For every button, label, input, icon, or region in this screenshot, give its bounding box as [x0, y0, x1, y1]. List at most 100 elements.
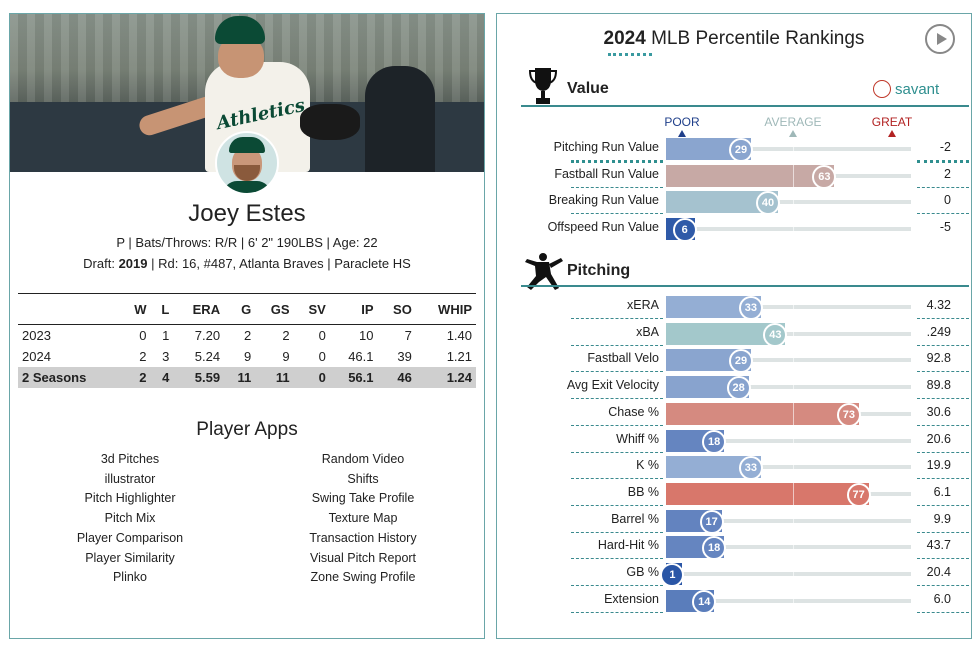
app-link[interactable]: illustrator: [104, 471, 156, 486]
metric-value: -5: [939, 220, 951, 235]
average-line: [793, 563, 794, 585]
percentile-track: [666, 572, 911, 576]
metric-label: K %: [636, 458, 659, 473]
app-link[interactable]: Player Comparison: [76, 530, 184, 545]
metric-row[interactable]: 40 Breaking Run Value 0: [497, 190, 971, 216]
stat-cell: 0: [318, 328, 326, 343]
app-link[interactable]: Plinko: [112, 570, 148, 585]
row-divider: [917, 531, 969, 533]
average-line: [793, 376, 794, 399]
app-link[interactable]: Pitch Mix: [104, 511, 156, 526]
row-divider: [917, 318, 969, 319]
stat-cell: 7: [404, 328, 412, 343]
row-divider: [571, 424, 663, 426]
percentile-badge: 43: [763, 322, 788, 347]
section-divider: [521, 285, 969, 287]
play-circle-icon[interactable]: [925, 24, 955, 54]
metric-row[interactable]: 14 Extension 6.0: [497, 589, 971, 614]
row-divider: [917, 186, 969, 188]
draft-team[interactable]: Atlanta Braves: [239, 256, 324, 271]
percentile-bar: [666, 296, 761, 318]
average-line: [793, 296, 794, 318]
stat-cell: 0: [318, 349, 326, 364]
app-link[interactable]: Random Video: [321, 452, 405, 466]
stat-cell: 11: [255, 367, 294, 388]
stat-cell: 0: [293, 367, 330, 388]
percentile-badge: 6: [672, 218, 697, 243]
percentile-bar: [666, 402, 859, 425]
row-divider: [917, 611, 969, 613]
row-divider: [571, 160, 663, 163]
metric-row[interactable]: 33 xERA 4.32: [497, 295, 971, 320]
metric-label: Chase %: [608, 404, 659, 419]
row-divider: [917, 371, 969, 373]
app-link[interactable]: Texture Map: [328, 511, 398, 526]
metric-row[interactable]: 63 Fastball Run Value 2: [497, 164, 971, 189]
baseball-icon: [873, 80, 891, 98]
average-line: [793, 191, 794, 214]
percentile-bar: [666, 456, 761, 479]
row-divider: [571, 585, 663, 586]
app-link[interactable]: Pitch Highlighter: [84, 491, 176, 506]
row-divider: [571, 558, 663, 560]
column-header: G: [224, 293, 256, 325]
percentile-track: [666, 545, 911, 550]
scale-poor: POOR: [664, 115, 700, 129]
stat-cell: 5.24: [194, 349, 221, 364]
poor-marker-icon: [678, 130, 686, 137]
metric-label: Breaking Run Value: [548, 193, 659, 208]
metric-row[interactable]: 29 Fastball Velo 92.8: [497, 348, 971, 374]
app-link[interactable]: Player Similarity: [85, 550, 175, 565]
metric-value: 43.7: [926, 538, 951, 553]
metric-row[interactable]: 43 xBA .249: [497, 322, 971, 347]
totals-row: 2 Seasons 2 4 5.59 11 11 0 56.1 46 1.24: [18, 367, 476, 388]
app-link[interactable]: Swing Take Profile: [311, 491, 415, 506]
metric-value: 9.9: [933, 511, 951, 526]
stat-cell: 9: [243, 349, 252, 364]
stat-cell: 46.1: [348, 349, 374, 364]
percentile-track: [666, 305, 911, 309]
app-link[interactable]: 3d Pitches: [100, 452, 160, 466]
app-link[interactable]: Zone Swing Profile: [310, 570, 416, 585]
percentile-badge: 29: [729, 138, 754, 162]
savant-brand[interactable]: savant: [873, 80, 939, 98]
table-header: W L ERA G GS SV IP SO WHIP: [18, 293, 476, 325]
row-divider: [571, 398, 663, 400]
metric-value: 89.8: [926, 378, 951, 393]
metric-value: 19.9: [926, 458, 951, 473]
percentile-track: [666, 331, 911, 336]
metric-row[interactable]: 29 Pitching Run Value -2: [497, 137, 971, 163]
app-link[interactable]: Transaction History: [309, 530, 417, 545]
metric-row[interactable]: 18 Whiff % 20.6: [497, 429, 971, 454]
percentile-track: [666, 518, 911, 523]
metric-row[interactable]: 73 Chase % 30.6: [497, 402, 971, 427]
metric-label: Extension: [604, 591, 659, 606]
percentile-badge: 18: [702, 429, 727, 454]
metric-row[interactable]: 28 Avg Exit Velocity 89.8: [497, 375, 971, 401]
metric-value: 2: [944, 166, 951, 181]
percentile-badge: 33: [738, 296, 763, 320]
player-apps-right: Random Video Shifts Swing Take Profile Text…: [288, 450, 438, 588]
metric-row[interactable]: 1 GB % 20.4: [497, 562, 971, 587]
stat-cell: 9: [282, 349, 290, 364]
column-header: W: [121, 293, 151, 325]
player-name: Joey Estes: [188, 200, 306, 227]
great-marker-icon: [888, 130, 896, 137]
metric-row[interactable]: 17 Barrel % 9.9: [497, 509, 971, 534]
section-divider: [521, 105, 969, 107]
metric-row[interactable]: 77 BB % 6.1: [497, 482, 971, 507]
percentile-track: [666, 227, 911, 232]
percentile-badge: 63: [812, 164, 837, 189]
metric-row[interactable]: 6 Offspeed Run Value -5: [497, 217, 971, 243]
app-link[interactable]: Shifts: [347, 471, 379, 486]
pitcher-icon: [525, 253, 563, 290]
metric-row[interactable]: 18 Hard-Hit % 43.7: [497, 535, 971, 561]
percentile-badge: 1: [660, 563, 685, 587]
draft-year[interactable]: 2019: [118, 256, 148, 271]
row-divider: [571, 318, 663, 319]
metric-row[interactable]: 33 K % 19.9: [497, 455, 971, 481]
rankings-title: 2024 MLB Percentile Rankings: [497, 28, 971, 50]
average-line: [793, 349, 794, 372]
app-link[interactable]: Visual Pitch Report: [309, 550, 417, 565]
rankings-title-text: MLB Percentile Rankings: [645, 28, 865, 49]
